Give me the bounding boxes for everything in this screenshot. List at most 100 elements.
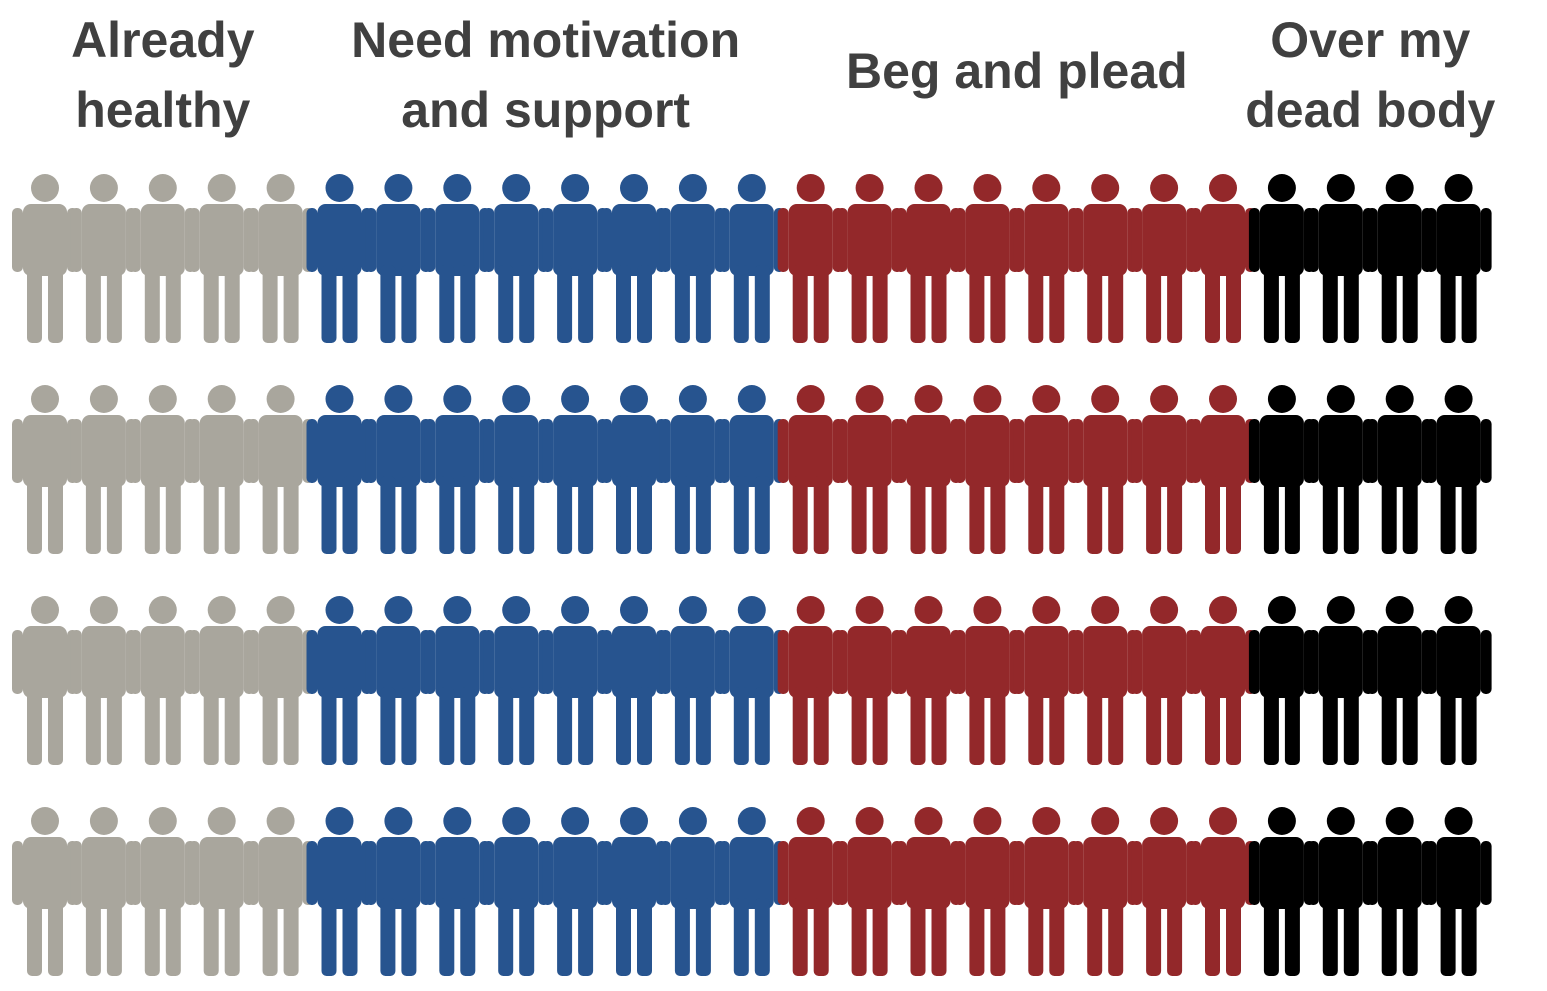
person-icon [247,596,314,765]
arm [777,208,789,272]
leg [1343,687,1359,765]
person-icon [424,174,491,343]
arm [424,208,436,272]
head [855,596,884,624]
leg [460,687,476,765]
leg [1087,687,1103,765]
leg [106,476,122,554]
arm [247,630,259,694]
torso [258,837,303,909]
torso [376,415,421,487]
torso [906,837,951,909]
leg [695,898,711,976]
arm [777,841,789,905]
leg [1381,476,1397,554]
arm [836,841,848,905]
leg [203,898,219,976]
leg [439,898,455,976]
person-icon [12,174,78,343]
torso [1024,415,1069,487]
person-icon [1013,174,1080,343]
person-icon [1307,385,1374,554]
leg [439,476,455,554]
arm [1425,208,1437,272]
leg [931,476,947,554]
torso [1259,626,1304,698]
arm [542,841,554,905]
leg [48,476,63,554]
leg [519,476,535,554]
head [148,174,177,202]
leg [460,476,476,554]
torso [788,626,833,698]
head [855,385,884,413]
torso [81,204,126,276]
leg [1402,476,1418,554]
torso [1436,204,1481,276]
person-icon [718,174,785,343]
leg [1381,687,1397,765]
torso [729,204,774,276]
arm [70,419,82,483]
leg [321,265,337,343]
head [678,596,707,624]
arm [659,419,671,483]
person-icon [1131,807,1198,976]
leg [851,265,867,343]
leg [439,687,455,765]
leg [1284,476,1300,554]
leg [1108,687,1124,765]
person-icon [1307,807,1374,976]
leg [1108,476,1124,554]
arm [777,630,789,694]
arm [1307,841,1319,905]
person-icon [1190,807,1256,976]
person-icon [365,807,432,976]
leg [224,898,240,976]
category-label: Beg and plead [846,43,1188,99]
torso [847,626,892,698]
head [89,807,118,835]
torso [1318,415,1363,487]
head [89,385,118,413]
leg [1167,687,1183,765]
head [973,807,1002,835]
leg [733,476,749,554]
person-icon [1248,807,1315,976]
leg [931,687,947,765]
arm [1248,630,1260,694]
head [1385,596,1414,624]
leg [498,898,514,976]
arm [954,630,966,694]
category-label: Need motivation [351,12,740,68]
torso [729,837,774,909]
leg [1381,898,1397,976]
person-icon [129,807,196,976]
arm [247,841,259,905]
leg [321,898,337,976]
person-icon [1366,807,1433,976]
arm [1366,419,1378,483]
torso [23,204,67,276]
head [443,596,472,624]
leg [27,687,42,765]
leg [321,476,337,554]
head [1150,174,1179,202]
person-icon [1072,807,1139,976]
person-icon [188,596,255,765]
person-icon [1425,174,1492,343]
leg [872,476,888,554]
arm [70,841,82,905]
leg [1322,476,1338,554]
person-icon [1013,807,1080,976]
arm [424,841,436,905]
leg [695,476,711,554]
leg [380,898,396,976]
leg [616,687,631,765]
person-icon [129,385,196,554]
leg [1461,687,1477,765]
arm [1190,419,1201,483]
leg [283,687,299,765]
arm [1248,841,1260,905]
